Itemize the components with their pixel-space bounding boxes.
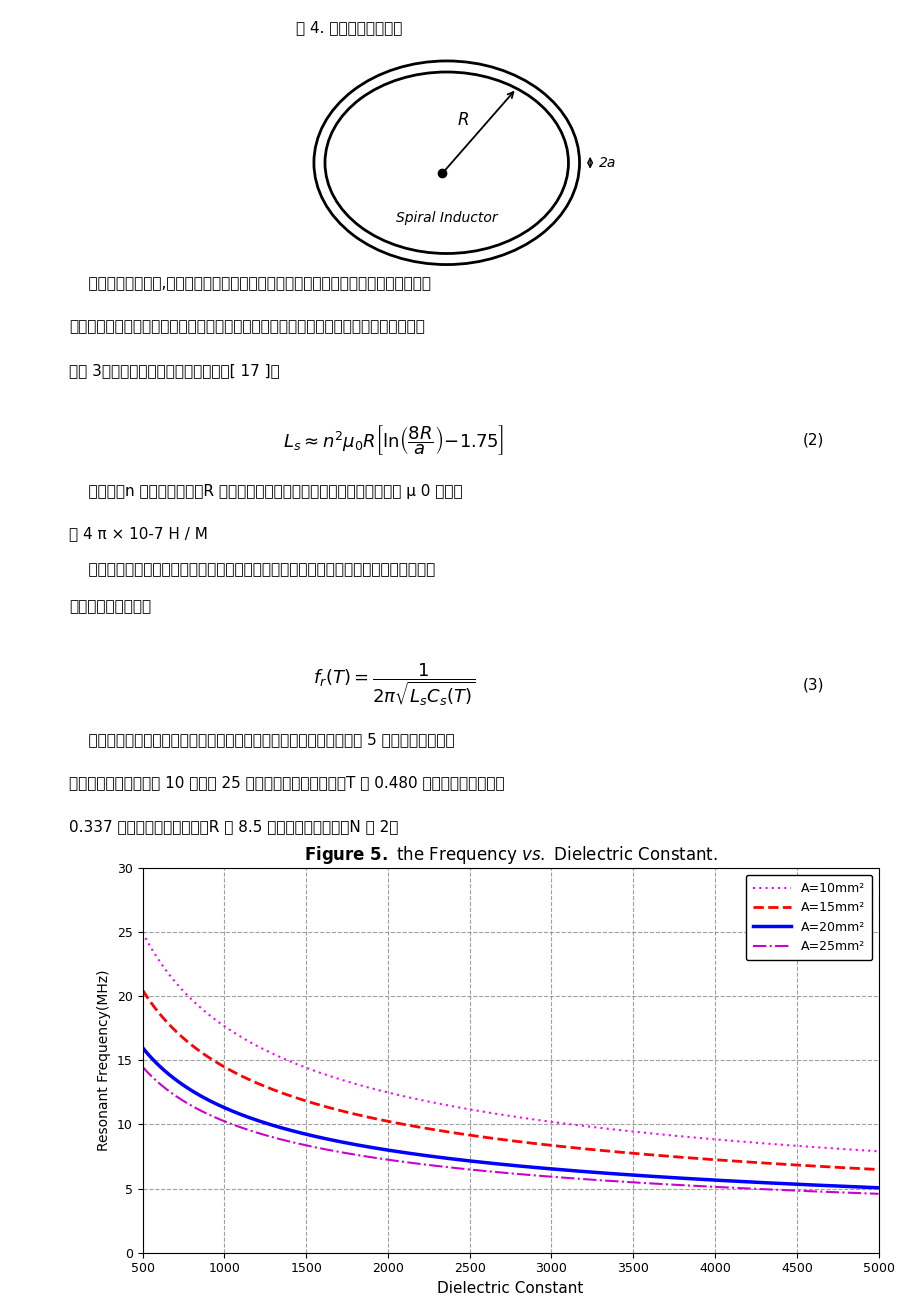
A=25mm²	[137, 1059, 148, 1074]
Text: 模拟已经完成，目前的谐振频率和介电常数的关系的总体思路，如图 5 所示，为电极板，: 模拟已经完成，目前的谐振频率和介电常数的关系的总体思路，如图 5 所示，为电极板…	[69, 732, 454, 747]
A=20mm²	[641, 1168, 652, 1184]
Legend: A=10mm², A=15mm², A=20mm², A=25mm²: A=10mm², A=15mm², A=20mm², A=25mm²	[744, 875, 871, 961]
A=20mm²	[460, 1152, 471, 1168]
A=15mm²	[460, 1128, 471, 1143]
Text: $f_r(T) = \dfrac{1}{2\pi\sqrt{L_s C_s(T)}}$: $f_r(T) = \dfrac{1}{2\pi\sqrt{L_s C_s(T)…	[312, 661, 474, 708]
A=15mm²	[641, 1147, 652, 1163]
A=25mm²	[212, 1111, 223, 1126]
A=15mm²	[872, 1161, 883, 1177]
A=10mm²	[710, 1131, 721, 1147]
Text: 在这里，n 表示线圈匝数，R 表示环半径，一个对应于线半径，和自由空间 μ 0 磁导率: 在这里，n 表示线圈匝数，R 表示环半径，一个对应于线半径，和自由空间 μ 0 …	[69, 484, 462, 500]
A=10mm²	[641, 1125, 652, 1141]
Text: (3): (3)	[801, 677, 823, 693]
A=25mm²	[435, 1159, 446, 1174]
Title: $\bf{Figure\ 5.}$ the Frequency $\it{vs.}$ Dielectric Constant.: $\bf{Figure\ 5.}$ the Frequency $\it{vs.…	[303, 844, 717, 866]
Text: 2a: 2a	[598, 156, 616, 169]
A=10mm²	[460, 1101, 471, 1117]
Text: 是由以下方程定义：: 是由以下方程定义：	[69, 599, 151, 615]
A=20mm²	[212, 1096, 223, 1112]
A=15mm²	[435, 1122, 446, 1138]
Text: 为了读取温度信息,有必要制作合适的电感若是有一个合理的电感并在高温下设计品质: 为了读取温度信息,有必要制作合适的电感若是有一个合理的电感并在高温下设计品质	[69, 276, 430, 292]
A=25mm²	[641, 1176, 652, 1191]
A=20mm²	[723, 1173, 734, 1189]
A=20mm²	[435, 1150, 446, 1165]
Line: A=10mm²: A=10mm²	[142, 932, 878, 1151]
A=10mm²	[872, 1143, 883, 1159]
Text: 图 4. 螺旋电感的设计。: 图 4. 螺旋电感的设计。	[296, 20, 403, 35]
A=15mm²	[710, 1152, 721, 1168]
Line: A=15mm²: A=15mm²	[142, 990, 878, 1169]
A=20mm²	[137, 1040, 148, 1056]
Text: R: R	[457, 111, 469, 129]
X-axis label: Dielectric Constant: Dielectric Constant	[437, 1281, 584, 1295]
Text: 是 4 π × 10-7 H / M: 是 4 π × 10-7 H / M	[69, 526, 208, 542]
Text: 0.337 毫米，电感器的半径，R 为 8.5 毫米，和电感的匝，N 为 2。: 0.337 毫米，电感器的半径，R 为 8.5 毫米，和电感的匝，N 为 2。	[69, 819, 398, 833]
A=15mm²	[212, 1055, 223, 1070]
Line: A=20mm²: A=20mm²	[142, 1048, 878, 1187]
A=25mm²	[723, 1180, 734, 1195]
A=15mm²	[137, 982, 148, 997]
Text: 一个感应区域，范围从 10 毫米到 25 毫米，厚度为敏感材料，T 为 0.480 毫米，导线的半径，: 一个感应区域，范围从 10 毫米到 25 毫米，厚度为敏感材料，T 为 0.48…	[69, 775, 505, 790]
A=20mm²	[710, 1172, 721, 1187]
A=15mm²	[723, 1154, 734, 1169]
Text: (2): (2)	[801, 432, 823, 448]
Text: （图 3）有一个低频电感值可以由估计[ 17 ]：: （图 3）有一个低频电感值可以由估计[ 17 ]：	[69, 363, 279, 378]
Text: 该传感器的谐振频率表示一个突然变化出现的阻抗的频率响应的点。谐振频率的表达式: 该传感器的谐振频率表示一个突然变化出现的阻抗的频率响应的点。谐振频率的表达式	[69, 562, 435, 577]
Text: Spiral Inductor: Spiral Inductor	[395, 211, 497, 225]
A=10mm²	[723, 1133, 734, 1148]
Text: 因子。实际上，有圆形的螺旋电感器的电感没有封闭形式的解决方案。圆线循环回路电感: 因子。实际上，有圆形的螺旋电感器的电感没有封闭形式的解决方案。圆线循环回路电感	[69, 319, 425, 335]
A=10mm²	[137, 924, 148, 940]
A=10mm²	[212, 1014, 223, 1030]
Y-axis label: Resonant Frequency(MHz): Resonant Frequency(MHz)	[97, 970, 111, 1151]
Line: A=25mm²: A=25mm²	[142, 1066, 878, 1194]
A=25mm²	[872, 1186, 883, 1202]
A=25mm²	[710, 1180, 721, 1195]
A=10mm²	[435, 1096, 446, 1112]
Text: $L_s \approx n^2 \mu_0 R \left[\ln\!\left(\dfrac{8R}{a}\right)\!-\!1.75\right]$: $L_s \approx n^2 \mu_0 R \left[\ln\!\lef…	[283, 423, 504, 457]
A=20mm²	[872, 1180, 883, 1195]
A=25mm²	[460, 1161, 471, 1177]
